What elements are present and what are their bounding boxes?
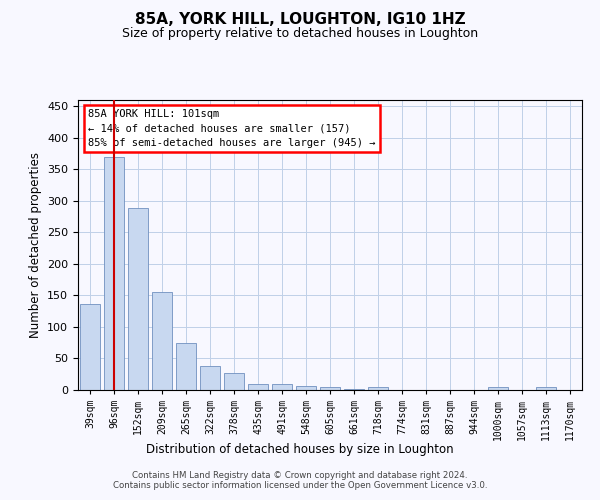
Bar: [272, 384, 292, 390]
Bar: [152, 292, 172, 390]
Bar: [176, 342, 196, 390]
Text: 85A, YORK HILL, LOUGHTON, IG10 1HZ: 85A, YORK HILL, LOUGHTON, IG10 1HZ: [134, 12, 466, 28]
Bar: [344, 388, 364, 390]
Bar: [488, 388, 508, 390]
Bar: [104, 156, 124, 390]
Text: 85A YORK HILL: 101sqm
← 14% of detached houses are smaller (157)
85% of semi-det: 85A YORK HILL: 101sqm ← 14% of detached …: [88, 108, 376, 148]
Bar: [536, 388, 556, 390]
Text: Contains HM Land Registry data © Crown copyright and database right 2024.
Contai: Contains HM Land Registry data © Crown c…: [113, 470, 487, 490]
Y-axis label: Number of detached properties: Number of detached properties: [29, 152, 41, 338]
Bar: [368, 388, 388, 390]
Text: Size of property relative to detached houses in Loughton: Size of property relative to detached ho…: [122, 28, 478, 40]
Bar: [128, 208, 148, 390]
Bar: [320, 388, 340, 390]
Bar: [80, 304, 100, 390]
Bar: [296, 386, 316, 390]
Text: Distribution of detached houses by size in Loughton: Distribution of detached houses by size …: [146, 442, 454, 456]
Bar: [248, 384, 268, 390]
Bar: [224, 373, 244, 390]
Bar: [200, 366, 220, 390]
